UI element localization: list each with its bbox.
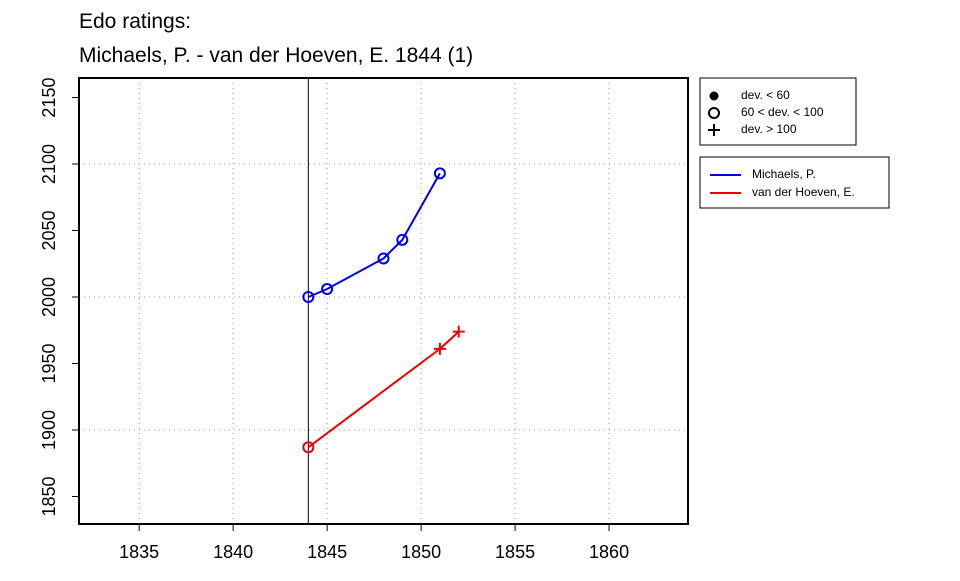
legend-label: van der Hoeven, E. <box>752 185 855 199</box>
legend-marker <box>709 91 719 101</box>
point <box>433 342 446 355</box>
y-tick-label: 1900 <box>39 410 59 450</box>
legend-box <box>699 156 890 209</box>
y-tick-label: 2150 <box>39 78 59 118</box>
x-tick-label: 1845 <box>307 542 347 562</box>
y-tick-label: 1850 <box>39 476 59 516</box>
point <box>377 252 390 265</box>
x-tick-label: 1840 <box>213 542 253 562</box>
legend-label: dev. < 60 <box>741 88 790 102</box>
point <box>302 441 315 454</box>
series-line <box>307 172 441 298</box>
point <box>396 233 409 246</box>
x-tick-label: 1860 <box>589 542 629 562</box>
x-tick-label: 1835 <box>119 542 159 562</box>
legend-box <box>699 77 857 146</box>
plot-frame <box>78 77 689 525</box>
legend-marker <box>708 124 720 136</box>
x-tick-label: 1855 <box>495 542 535 562</box>
y-tick-label: 2050 <box>39 210 59 250</box>
y-tick-label: 2100 <box>39 144 59 184</box>
point <box>321 283 334 296</box>
legend-label: dev. > 100 <box>741 122 797 136</box>
legend-label: Michaels, P. <box>752 167 816 181</box>
point <box>452 325 465 338</box>
chart-subtitle: Michaels, P. - van der Hoeven, E. 1844 (… <box>79 44 473 67</box>
legend-label: 60 < dev. < 100 <box>741 105 824 119</box>
x-tick-label: 1850 <box>401 542 441 562</box>
y-tick-label: 2000 <box>39 277 59 317</box>
chart-title: Edo ratings: <box>79 10 191 33</box>
point <box>302 291 315 304</box>
legend-marker <box>708 107 720 119</box>
y-tick-label: 1950 <box>39 343 59 383</box>
point <box>433 167 446 180</box>
